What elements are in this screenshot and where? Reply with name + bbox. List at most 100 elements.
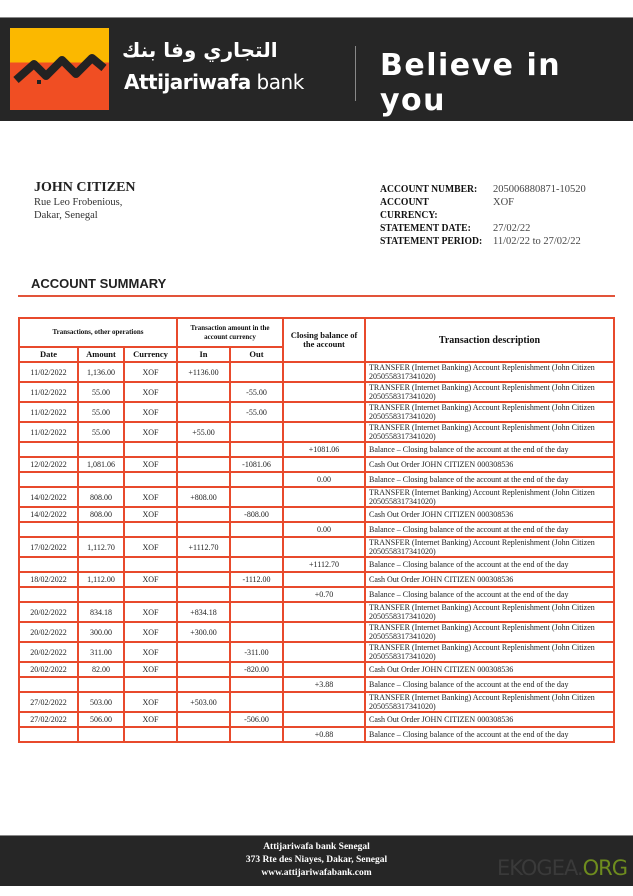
footer-line3[interactable]: www.attijariwafabank.com	[261, 868, 372, 878]
table-row: 0.00 Balance – Closing balance of the acc…	[18, 471, 615, 488]
cell-balance	[282, 621, 366, 643]
cell-desc: Balance – Closing balance of the account…	[364, 676, 615, 693]
header-out: Out	[229, 346, 284, 363]
brand-name-light: bank	[250, 70, 305, 94]
cell-out: -55.00	[229, 381, 284, 403]
table-row: 27/02/2022 503.00 XOF +503.00 TRANSFER (Inte…	[18, 691, 615, 713]
table-row: 20/02/2022 82.00 XOF -820.00 Cash Out Order …	[18, 661, 615, 678]
header-description: Transaction description	[364, 317, 615, 363]
cell-currency: XOF	[123, 601, 178, 623]
cell-in	[176, 521, 231, 538]
cell-out: -55.00	[229, 401, 284, 423]
cell-date: 11/02/2022	[18, 361, 79, 383]
cell-amount: 1,112.00	[77, 571, 125, 588]
header-band: التجاري وفا بنك Attijariwafa bank Believ…	[0, 17, 633, 121]
cell-out	[229, 536, 284, 558]
watermark-b: ORG	[582, 856, 628, 880]
cell-currency: XOF	[123, 401, 178, 423]
cell-desc: TRANSFER (Internet Banking) Account Repl…	[364, 421, 615, 443]
watermark-a: EKOGEA.	[497, 856, 584, 880]
cell-balance: +0.70	[282, 586, 366, 603]
cell-out	[229, 621, 284, 643]
cell-currency: XOF	[123, 486, 178, 508]
cell-out: -808.00	[229, 506, 284, 523]
header-amount: Amount	[77, 346, 125, 363]
cell-currency: XOF	[123, 641, 178, 663]
cell-amount	[77, 676, 125, 693]
cell-out	[229, 691, 284, 713]
table-row: 11/02/2022 55.00 XOF -55.00 TRANSFER (Intern…	[18, 381, 615, 403]
cell-balance	[282, 711, 366, 728]
cell-in	[176, 571, 231, 588]
cell-balance: +3.88	[282, 676, 366, 693]
table-row: 18/02/2022 1,112.00 XOF -1112.00 Cash Out Or…	[18, 571, 615, 588]
brand-name: Attijariwafa bank	[124, 70, 304, 94]
summary-title: ACCOUNT SUMMARY	[31, 276, 167, 291]
cell-out: -820.00	[229, 661, 284, 678]
footer-address: Attijariwafa bank Senegal 373 Rte des Ni…	[0, 841, 633, 880]
header-date: Date	[18, 346, 79, 363]
footer-band: Attijariwafa bank Senegal 373 Rte des Ni…	[0, 835, 633, 886]
cell-out	[229, 586, 284, 603]
cell-in: +1112.70	[176, 536, 231, 558]
cell-in	[176, 456, 231, 473]
cell-desc: TRANSFER (Internet Banking) Account Repl…	[364, 361, 615, 383]
cell-desc: Cash Out Order JOHN CITIZEN 000308536	[364, 456, 615, 473]
cell-balance	[282, 641, 366, 663]
cell-currency: XOF	[123, 621, 178, 643]
cell-amount	[77, 441, 125, 458]
cell-balance	[282, 381, 366, 403]
cell-currency: XOF	[123, 711, 178, 728]
table-row: 14/02/2022 808.00 XOF +808.00 TRANSFER (Inte…	[18, 486, 615, 508]
account-info-label: STATEMENT PERIOD:	[380, 236, 483, 247]
cell-desc: TRANSFER (Internet Banking) Account Repl…	[364, 536, 615, 558]
cell-in	[176, 726, 231, 743]
cell-amount: 55.00	[77, 401, 125, 423]
account-info-value: 11/02/22 to 27/02/22	[493, 236, 581, 247]
account-info-label: ACCOUNT NUMBER:	[380, 184, 478, 195]
cell-amount: 1,136.00	[77, 361, 125, 383]
table-row: 14/02/2022 808.00 XOF -808.00 Cash Out Order…	[18, 506, 615, 523]
table-row: 27/02/2022 506.00 XOF -506.00 Cash Out Order…	[18, 711, 615, 728]
cell-date: 14/02/2022	[18, 506, 79, 523]
cell-amount: 503.00	[77, 691, 125, 713]
cell-desc: TRANSFER (Internet Banking) Account Repl…	[364, 691, 615, 713]
cell-date	[18, 726, 79, 743]
cell-in	[176, 381, 231, 403]
cell-in	[176, 441, 231, 458]
table-row: +1081.06 Balance – Closing balance of the…	[18, 441, 615, 458]
cell-date: 27/02/2022	[18, 711, 79, 728]
cell-currency: XOF	[123, 571, 178, 588]
cell-amount: 55.00	[77, 381, 125, 403]
cell-amount: 808.00	[77, 486, 125, 508]
cell-date: 20/02/2022	[18, 621, 79, 643]
cell-amount: 300.00	[77, 621, 125, 643]
header-amount-group: Transaction amount in the account curren…	[176, 317, 284, 348]
cell-currency	[123, 471, 178, 488]
table-row: 11/02/2022 55.00 XOF +55.00 TRANSFER (Intern…	[18, 421, 615, 443]
footer-line2: 373 Rte des Niayes, Dakar, Senegal	[245, 855, 388, 865]
brand-arabic: التجاري وفا بنك	[122, 38, 278, 62]
cell-in	[176, 676, 231, 693]
table-row: 11/02/2022 55.00 XOF -55.00 TRANSFER (Intern…	[18, 401, 615, 423]
cell-balance	[282, 691, 366, 713]
cell-out	[229, 486, 284, 508]
watermark: EKOGEA.ORG	[497, 856, 628, 880]
cell-balance: 0.00	[282, 471, 366, 488]
cell-in: +300.00	[176, 621, 231, 643]
cell-balance	[282, 661, 366, 678]
cell-out	[229, 471, 284, 488]
account-info-row: ACCOUNT CURRENCY: XOF	[380, 196, 586, 222]
cell-out	[229, 521, 284, 538]
account-info-row: STATEMENT DATE: 27/02/22	[380, 222, 586, 235]
cell-desc: TRANSFER (Internet Banking) Account Repl…	[364, 641, 615, 663]
cell-desc: Cash Out Order JOHN CITIZEN 000308536	[364, 571, 615, 588]
cell-out	[229, 361, 284, 383]
account-info-row: ACCOUNT NUMBER: 205006880871-10520	[380, 183, 586, 196]
cell-desc: Cash Out Order JOHN CITIZEN 000308536	[364, 711, 615, 728]
cell-currency: XOF	[123, 506, 178, 523]
cell-in: +55.00	[176, 421, 231, 443]
cell-amount: 82.00	[77, 661, 125, 678]
cell-date: 17/02/2022	[18, 536, 79, 558]
cell-amount	[77, 471, 125, 488]
